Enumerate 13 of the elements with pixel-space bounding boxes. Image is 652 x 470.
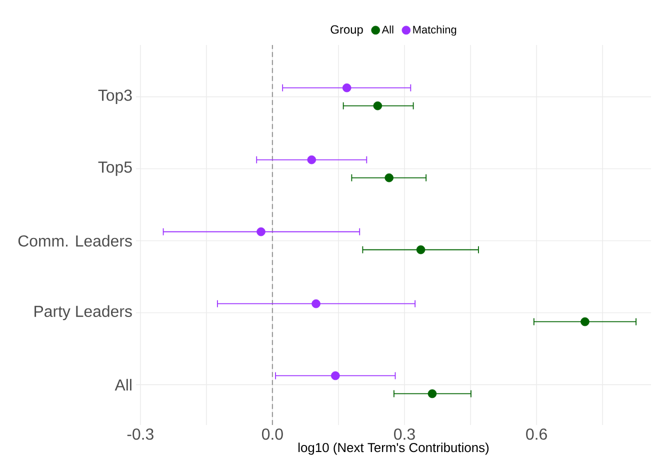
y-tick-label: Party Leaders bbox=[34, 305, 132, 320]
legend-label: All bbox=[382, 25, 394, 34]
x-tick-label: 0.3 bbox=[394, 428, 415, 440]
legend-label: Matching bbox=[413, 25, 456, 36]
y-tick-label: Comm. Leaders bbox=[18, 234, 132, 247]
x-tick-label: 0.0 bbox=[262, 428, 283, 440]
x-tick-label: -0.3 bbox=[127, 428, 154, 440]
legend-title: Group bbox=[330, 25, 363, 36]
x-axis-title: log10 (Next Term's Contributions) bbox=[298, 442, 489, 455]
y-tick-label: Top5 bbox=[98, 162, 132, 176]
y-tick-label: All bbox=[114, 378, 132, 390]
x-tick-label: 0.6 bbox=[526, 428, 547, 440]
y-tick-label: Top3 bbox=[98, 90, 132, 104]
